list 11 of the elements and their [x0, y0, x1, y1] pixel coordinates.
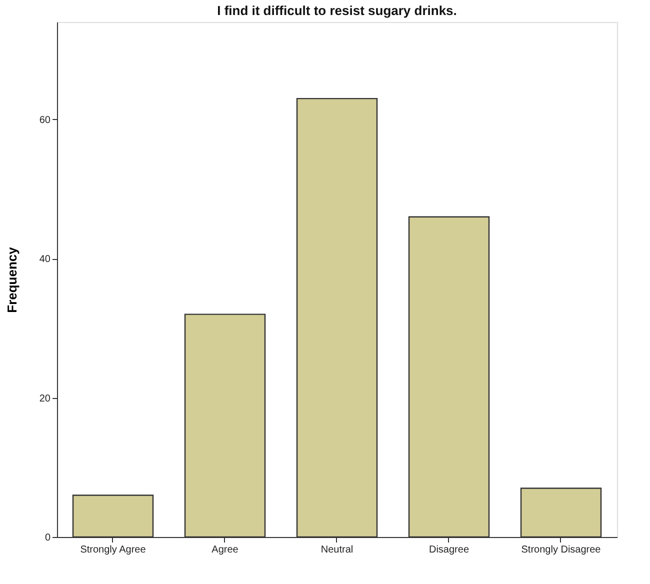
x-tick-label: Agree [212, 544, 239, 556]
y-tick-label: 0 [44, 532, 51, 544]
x-tick-label: Neutral [320, 544, 354, 556]
y-tick-label: 20 [39, 393, 51, 404]
chart-title: I find it difficult to resist sugary drinks. [217, 3, 457, 18]
x-tick-label: Strongly Agree [80, 544, 146, 556]
y-tick-label: 60 [39, 114, 51, 126]
y-tick-label: 40 [39, 254, 51, 266]
y-axis-title: Frequency [4, 246, 20, 313]
x-tick-label: Disagree [428, 544, 470, 556]
x-tick-label: Strongly Disagree [521, 544, 602, 556]
